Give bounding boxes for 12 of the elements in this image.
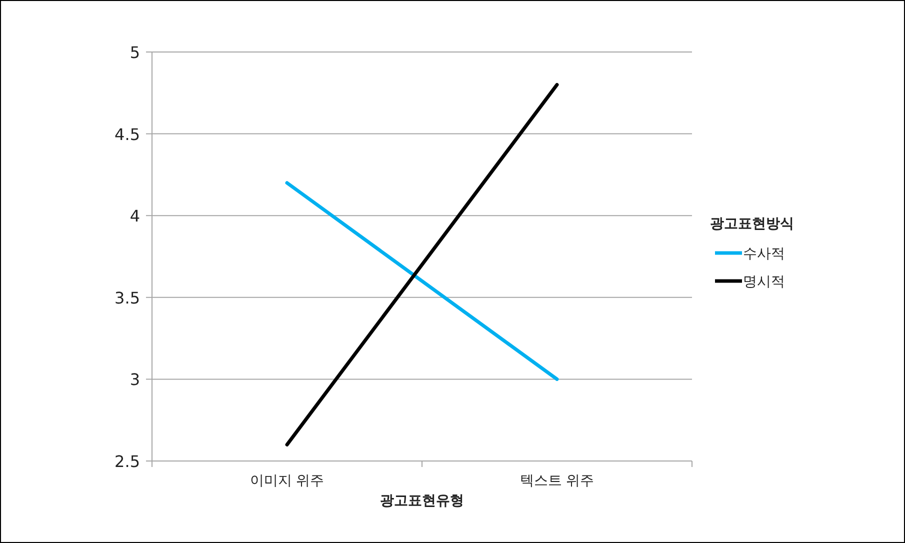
legend-title: 광고표현방식 (710, 216, 794, 232)
y-tick-label: 3.5 (114, 288, 140, 308)
y-tick-label: 3 (130, 370, 140, 390)
y-tick-label: 5 (130, 43, 140, 62)
y-tick-label: 2.5 (114, 452, 140, 471)
y-tick-label: 4 (130, 206, 140, 226)
x-axis-title: 광고표현유형 (380, 493, 464, 509)
y-tick-label: 4.5 (114, 124, 140, 144)
legend-label: 수사적 (743, 246, 785, 262)
legend-label: 명시적 (743, 274, 785, 290)
x-tick-label: 이미지 위주 (250, 473, 324, 489)
x-tick-label: 텍스트 위주 (520, 473, 594, 489)
